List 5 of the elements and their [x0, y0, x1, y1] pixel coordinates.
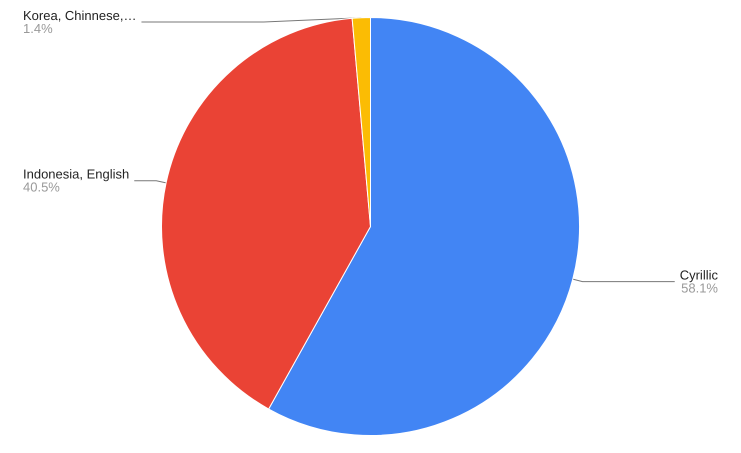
slice-label: Indonesia, English — [23, 166, 130, 182]
data-label: 40.5% — [23, 180, 60, 195]
slice-label: Cyrillic — [680, 268, 718, 283]
slice-label: Korea, Chinnese,… — [23, 8, 136, 23]
data-label: 1.4% — [23, 21, 54, 36]
